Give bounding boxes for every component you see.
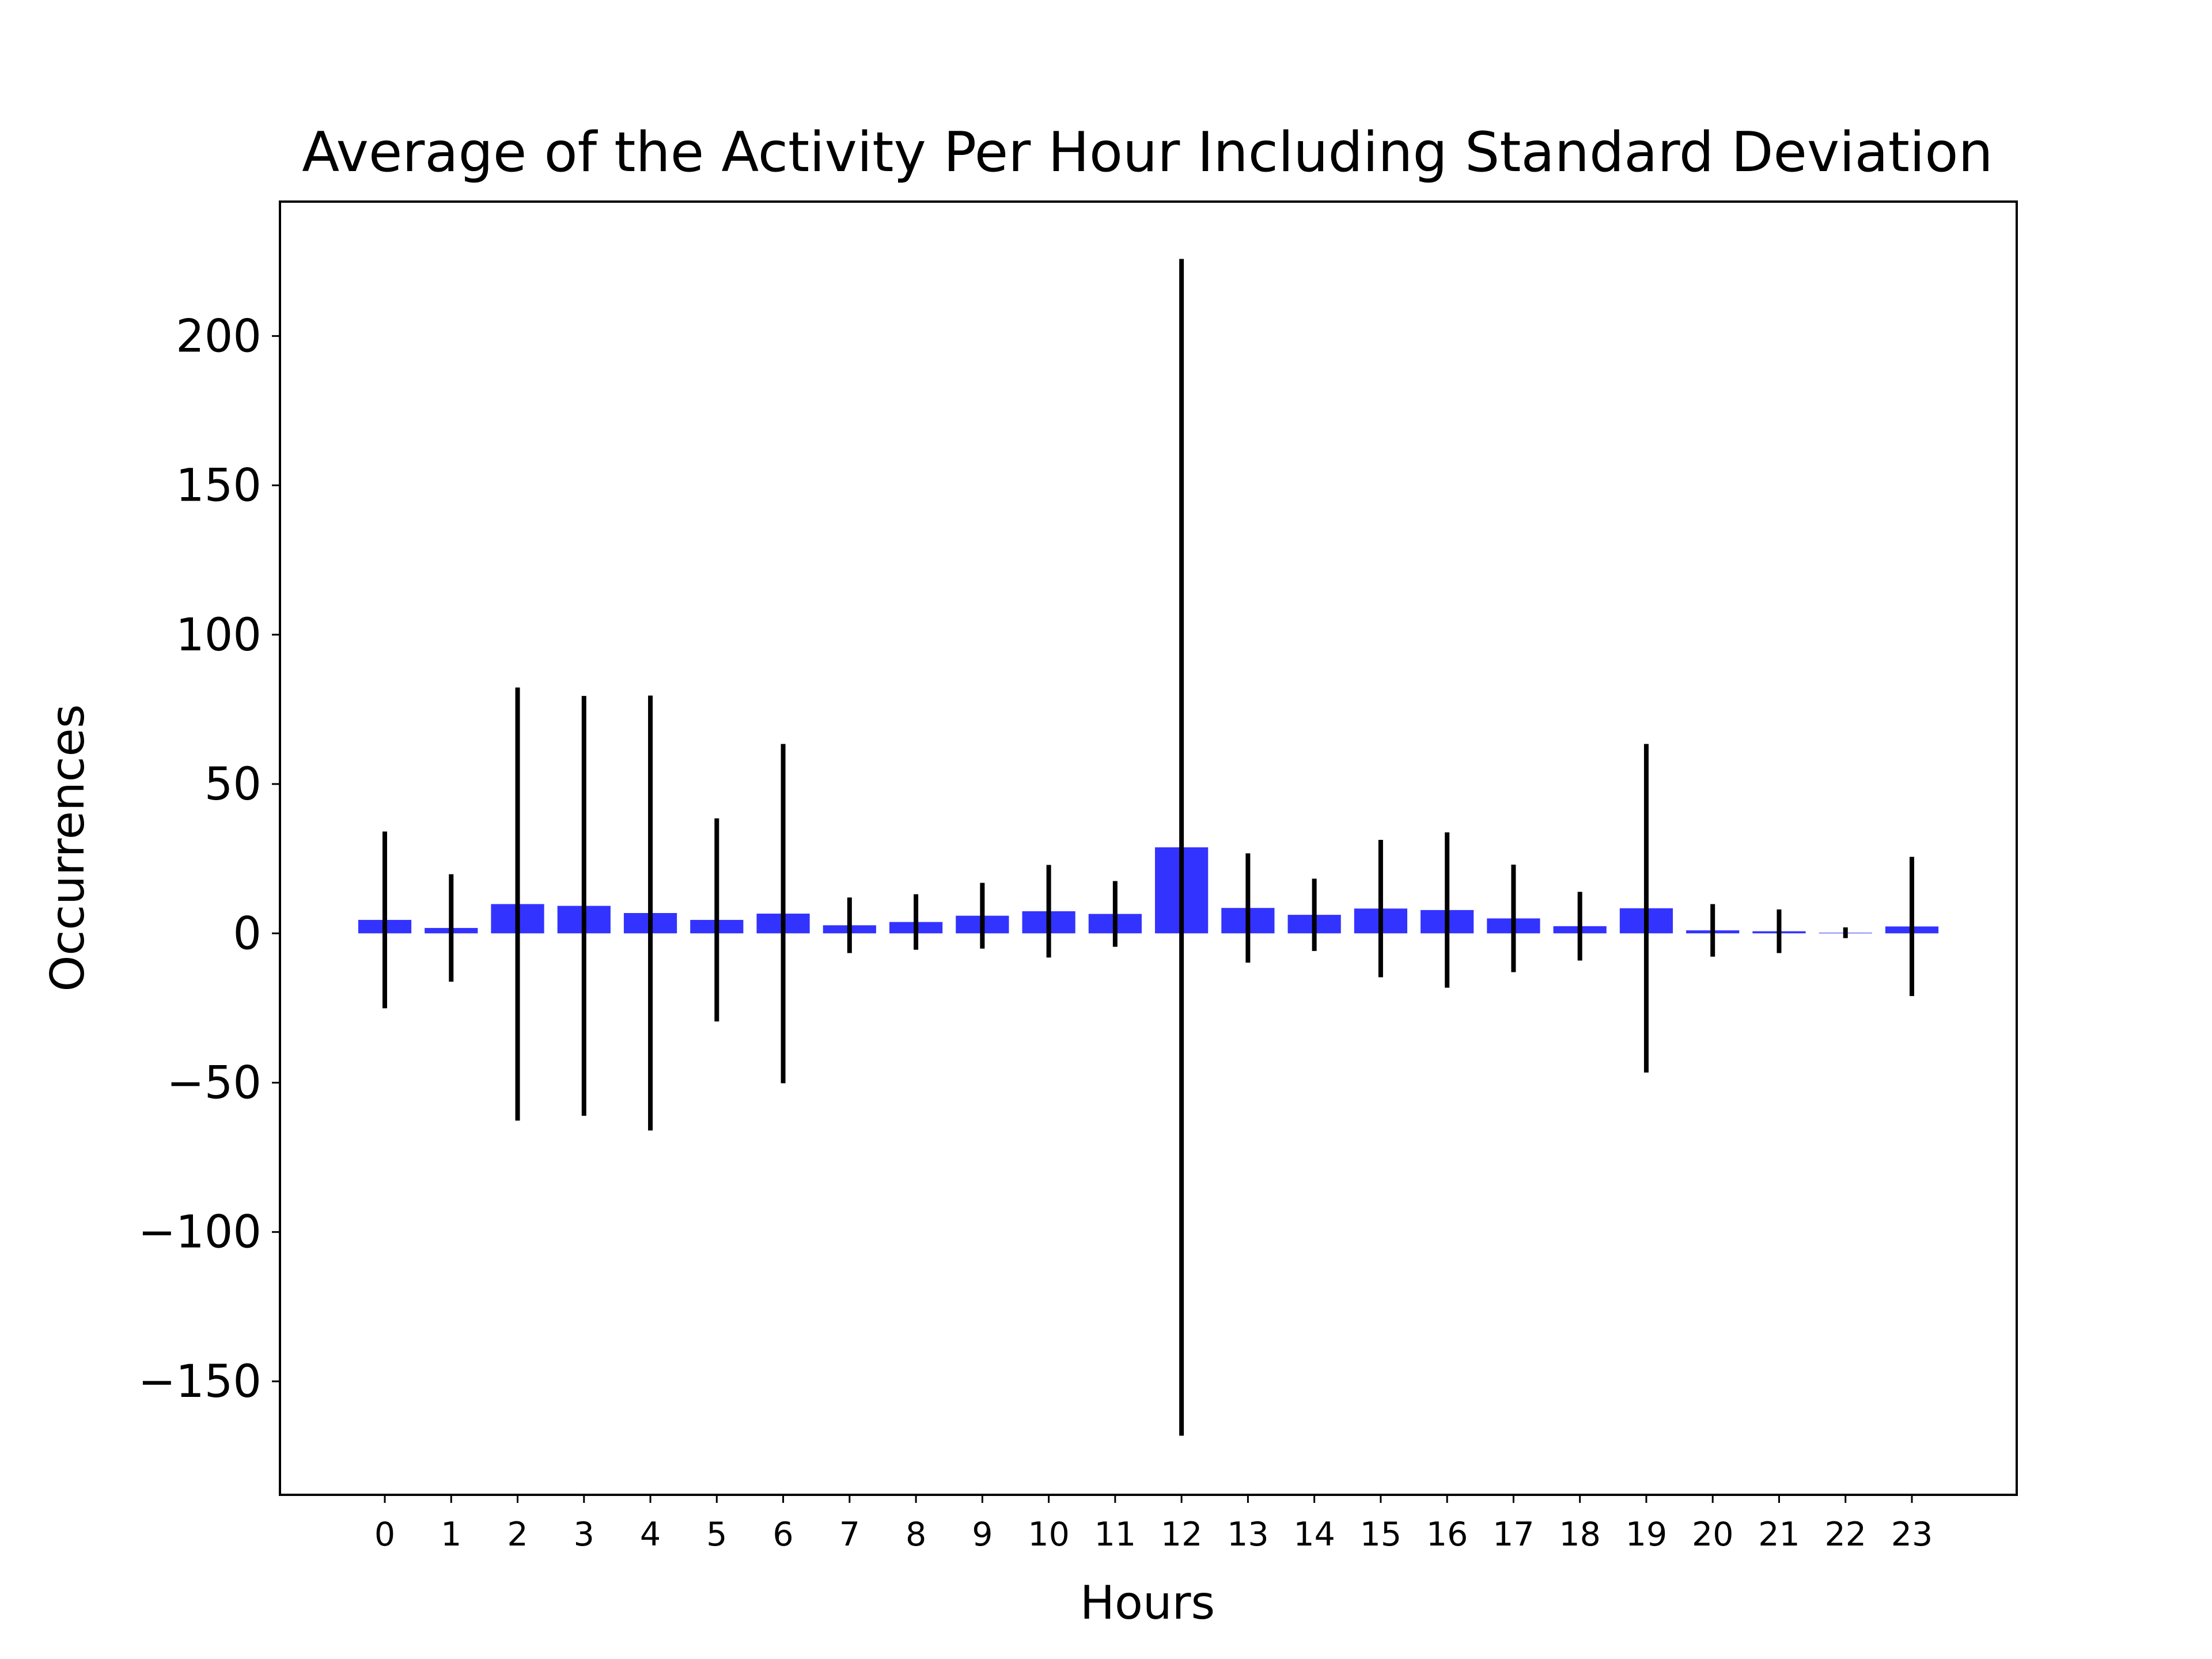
y-tick-label-3: 50 xyxy=(204,759,262,810)
x-tick-label-2: 2 xyxy=(507,1516,528,1554)
x-tick-label-7: 7 xyxy=(839,1516,860,1554)
x-tick-label-15: 15 xyxy=(1360,1516,1402,1554)
x-tick-label-12: 12 xyxy=(1161,1516,1203,1554)
x-tick-label-19: 19 xyxy=(1626,1516,1668,1554)
x-tick-label-14: 14 xyxy=(1293,1516,1335,1554)
error-bars-group xyxy=(382,259,1914,1436)
x-tick-label-3: 3 xyxy=(574,1516,594,1554)
x-tick-label-1: 1 xyxy=(441,1516,461,1554)
x-tick-label-13: 13 xyxy=(1227,1516,1269,1554)
x-tick-label-17: 17 xyxy=(1493,1516,1535,1554)
x-tick-label-0: 0 xyxy=(374,1516,395,1554)
y-tick-label-7: −150 xyxy=(138,1356,262,1408)
y-tick-label-4: 0 xyxy=(233,908,262,960)
chart-title: Average of the Activity Per Hour Includi… xyxy=(302,121,1993,184)
x-tick-label-20: 20 xyxy=(1692,1516,1734,1554)
x-tick-label-10: 10 xyxy=(1028,1516,1070,1554)
x-tick-label-22: 22 xyxy=(1824,1516,1866,1554)
x-axis-label: Hours xyxy=(1080,1576,1215,1630)
y-tick-label-0: 200 xyxy=(176,310,262,362)
plot-frame xyxy=(279,200,2018,1496)
x-tick-label-6: 6 xyxy=(772,1516,793,1554)
x-tick-label-21: 21 xyxy=(1758,1516,1800,1554)
y-axis-label: Occurrences xyxy=(41,704,94,991)
y-tick-label-2: 100 xyxy=(176,609,262,661)
y-tick-label-5: −50 xyxy=(166,1058,262,1109)
x-tick-label-9: 9 xyxy=(972,1516,993,1554)
x-tick-label-16: 16 xyxy=(1426,1516,1468,1554)
x-tick-label-5: 5 xyxy=(706,1516,727,1554)
y-tick-label-1: 150 xyxy=(176,460,262,512)
x-tick-label-4: 4 xyxy=(640,1516,661,1554)
bars-group xyxy=(358,847,1939,934)
x-tick-label-18: 18 xyxy=(1559,1516,1601,1554)
x-axis: 0 1 2 3 4 5 6 7 8 9 10 11 12 13 14 15 16 17 18 19 20 21 22 23 xyxy=(374,1495,1933,1554)
x-tick-label-8: 8 xyxy=(906,1516,926,1554)
x-tick-label-23: 23 xyxy=(1891,1516,1933,1554)
x-tick-label-11: 11 xyxy=(1094,1516,1137,1554)
y-axis: 200 150 100 50 0 −50 −100 −150 xyxy=(138,310,280,1408)
y-tick-label-6: −100 xyxy=(138,1207,262,1259)
